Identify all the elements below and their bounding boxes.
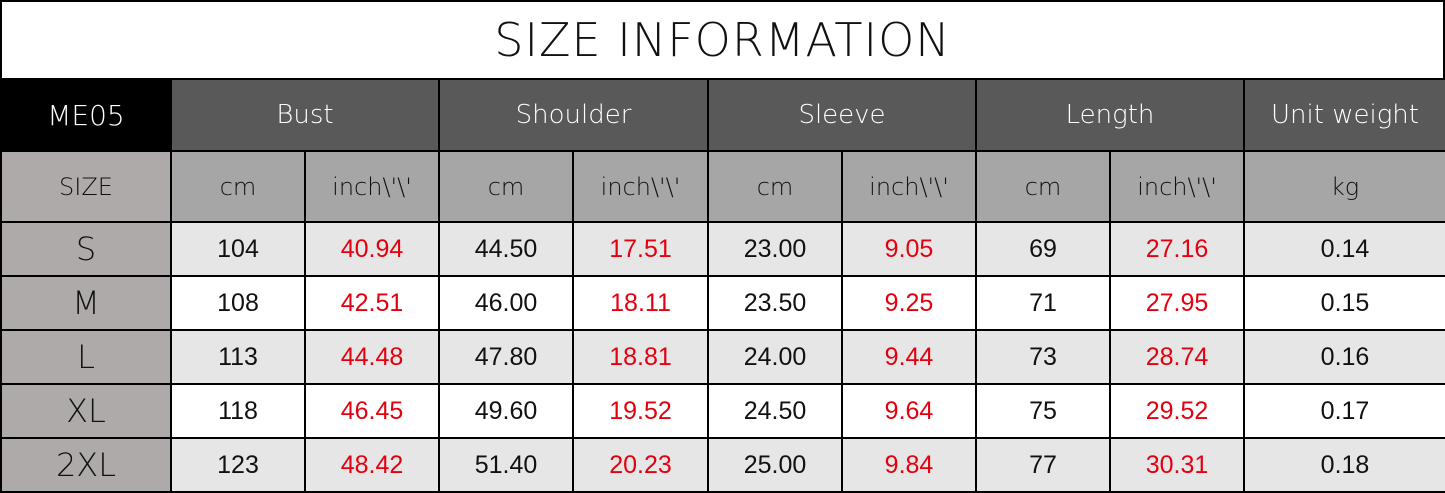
header-unit-weight: Unit weight [1243, 78, 1445, 152]
size-table: ME05 Bust Shoulder Sleeve Length Unit we… [0, 78, 1445, 493]
size-header: SIZE [0, 150, 172, 223]
size-label: M [0, 275, 172, 331]
table-cell: 9.84 [840, 437, 978, 493]
table-cell: 17.51 [572, 221, 709, 277]
table-cell: 20.23 [572, 437, 709, 493]
subheader-row: SIZE cm inch\'\' cm inch\'\' cm inch\'\' cm inch… [0, 150, 1445, 223]
table-cell: 69 [975, 221, 1112, 277]
table-cell: 46.00 [438, 275, 574, 331]
unit-header: cm [707, 150, 843, 223]
table-cell: 27.16 [1109, 221, 1246, 277]
table-cell: 9.05 [840, 221, 978, 277]
size-label: L [0, 329, 172, 385]
table-row: 2XL 123 48.42 51.40 20.23 25.00 9.84 77 30.31 0.1… [0, 437, 1445, 493]
header-length: Length [975, 78, 1246, 152]
table-cell: 30.31 [1109, 437, 1246, 493]
table-cell: 27.95 [1109, 275, 1246, 331]
table-row: S 104 40.94 44.50 17.51 23.00 9.05 69 27.16 0.14 [0, 221, 1445, 277]
header-sleeve: Sleeve [706, 78, 978, 152]
table-cell: 40.94 [304, 221, 440, 277]
table-cell: 9.25 [840, 275, 978, 331]
table-cell: 46.45 [304, 383, 440, 439]
table-cell: 47.80 [438, 329, 574, 385]
table-cell: 42.51 [304, 275, 440, 331]
unit-header: inch\'\' [572, 150, 709, 223]
table-cell: 25.00 [707, 437, 843, 493]
table-cell: 44.48 [304, 329, 440, 385]
header-row: ME05 Bust Shoulder Sleeve Length Unit we… [0, 78, 1445, 152]
table-cell: 24.00 [707, 329, 843, 385]
table-cell: 29.52 [1109, 383, 1246, 439]
unit-header: cm [975, 150, 1112, 223]
table-cell: 9.64 [840, 383, 978, 439]
table-cell: 19.52 [572, 383, 709, 439]
table-cell: 48.42 [304, 437, 440, 493]
table-cell: 123 [170, 437, 306, 493]
header-bust: Bust [170, 78, 440, 152]
model-code: ME05 [0, 78, 172, 152]
size-label: S [0, 221, 172, 277]
table-row: L 113 44.48 47.80 18.81 24.00 9.44 73 28.74 0.16 [0, 329, 1445, 385]
table-cell: 0.15 [1243, 275, 1445, 331]
table-cell: 18.11 [572, 275, 709, 331]
table-cell: 108 [170, 275, 306, 331]
unit-header: inch\'\' [1109, 150, 1246, 223]
table-cell: 49.60 [438, 383, 574, 439]
table-cell: 23.00 [707, 221, 843, 277]
table-cell: 0.17 [1243, 383, 1445, 439]
table-cell: 51.40 [438, 437, 574, 493]
table-cell: 0.16 [1243, 329, 1445, 385]
table-cell: 23.50 [707, 275, 843, 331]
size-label: 2XL [0, 437, 172, 493]
table-cell: 44.50 [438, 221, 574, 277]
table-row: M 108 42.51 46.00 18.11 23.50 9.25 71 27.95 0.15 [0, 275, 1445, 331]
table-cell: 28.74 [1109, 329, 1246, 385]
size-label: XL [0, 383, 172, 439]
table-cell: 77 [975, 437, 1112, 493]
unit-header: kg [1243, 150, 1445, 223]
table-cell: 75 [975, 383, 1112, 439]
table-cell: 0.18 [1243, 437, 1445, 493]
unit-header: inch\'\' [304, 150, 440, 223]
table-cell: 73 [975, 329, 1112, 385]
table-cell: 118 [170, 383, 306, 439]
table-cell: 24.50 [707, 383, 843, 439]
page-title: SIZE INFORMATION [0, 0, 1445, 78]
header-shoulder: Shoulder [438, 78, 709, 152]
unit-header: inch\'\' [840, 150, 978, 223]
unit-header: cm [438, 150, 574, 223]
table-cell: 18.81 [572, 329, 709, 385]
table-cell: 9.44 [840, 329, 978, 385]
unit-header: cm [170, 150, 306, 223]
table-row: XL 118 46.45 49.60 19.52 24.50 9.64 75 29.52 0.17 [0, 383, 1445, 439]
table-cell: 113 [170, 329, 306, 385]
table-cell: 104 [170, 221, 306, 277]
table-cell: 71 [975, 275, 1112, 331]
table-cell: 0.14 [1243, 221, 1445, 277]
